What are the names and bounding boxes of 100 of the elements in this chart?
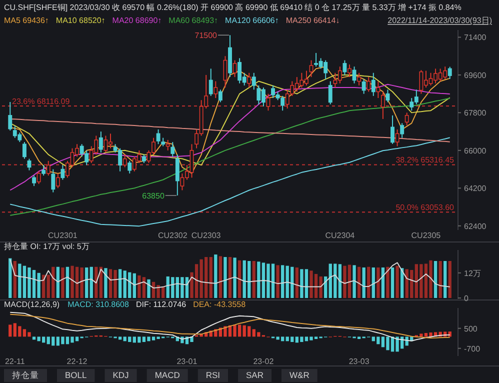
- y-tick-label: 64200: [464, 184, 487, 194]
- bar: [352, 265, 356, 298]
- y-tick-label: 67800: [464, 108, 487, 118]
- chart-title: MACD(12,26,9): [4, 300, 60, 309]
- bar: [233, 258, 236, 298]
- text: W&R: [290, 370, 310, 380]
- x-tick-label: CU2305: [411, 231, 442, 240]
- candlestick: [32, 175, 36, 187]
- bar: [218, 256, 222, 298]
- text: RSI: [206, 370, 220, 380]
- x-tick-label: CU2302: [158, 231, 188, 240]
- bar: [276, 265, 280, 298]
- candlestick: [98, 131, 103, 154]
- candlestick: [252, 72, 256, 90]
- candlestick: [214, 80, 218, 99]
- candlestick: [223, 56, 228, 88]
- text: SAR: [246, 370, 264, 380]
- x-tick-label: 23-03: [348, 357, 370, 366]
- candlestick: [390, 114, 394, 144]
- text: KDJ: [112, 370, 129, 380]
- bar: [295, 267, 298, 298]
- text: MA250 66414↓: [286, 16, 340, 25]
- bar: [396, 266, 399, 298]
- bar: [104, 268, 108, 298]
- bar: [357, 266, 361, 298]
- bar: [8, 324, 12, 337]
- candlestick: [395, 128, 400, 147]
- candlestick: [357, 72, 362, 86]
- bar: [381, 267, 385, 298]
- text: MA60 68493↑: [168, 16, 218, 25]
- bar: [118, 269, 122, 298]
- candlestick: [42, 164, 46, 176]
- bar: [214, 254, 218, 298]
- ref-line-label: 23.6% 68116.09: [12, 97, 70, 106]
- candlestick: [156, 128, 160, 145]
- bar: [238, 260, 242, 298]
- candlestick: [56, 172, 60, 189]
- x-tick-label: 23-01: [176, 357, 198, 366]
- bar: [85, 267, 88, 298]
- candlestick: [51, 168, 56, 193]
- y-tick-label: 71400: [464, 33, 487, 42]
- bar: [376, 267, 380, 298]
- candlestick: [448, 66, 452, 80]
- bar: [209, 257, 212, 298]
- candlestick: [247, 72, 252, 88]
- y-tick-label: 500: [464, 324, 478, 334]
- candlestick: [8, 102, 12, 131]
- x-tick-label: 22-12: [66, 357, 88, 366]
- candlestick: [175, 154, 180, 196]
- candlestick: [376, 80, 380, 99]
- y-tick-label: 12万: [464, 268, 481, 278]
- candlestick: [22, 142, 26, 160]
- bar: [147, 279, 150, 298]
- candlestick: [166, 139, 170, 151]
- bar: [252, 260, 256, 298]
- bar: [400, 268, 404, 298]
- bar: [56, 266, 60, 298]
- candlestick: [328, 80, 332, 105]
- bar: [228, 257, 232, 298]
- candlestick: [404, 112, 409, 126]
- candlestick: [380, 91, 385, 120]
- bar: [386, 266, 390, 298]
- candlestick: [348, 64, 352, 78]
- y-tick-label: 66000: [464, 146, 487, 156]
- text: MA5 69436↑: [4, 16, 49, 25]
- candlestick: [208, 68, 213, 96]
- series-label: DEA: -43.3558: [193, 300, 246, 309]
- bar: [434, 260, 438, 298]
- bar: [448, 260, 452, 298]
- ref-line-label: 50.0% 63053.60: [396, 203, 455, 212]
- chart-subtitle: 2022/11/14-2023/03/30(93日): [388, 16, 492, 25]
- candlestick: [46, 160, 50, 176]
- text: MA20 68690↑: [112, 16, 162, 25]
- text: BOLL: [65, 370, 88, 380]
- x-tick-label: 23-02: [253, 357, 274, 366]
- bar: [372, 267, 375, 298]
- candlestick: [266, 93, 270, 112]
- text: DIF: 112.0746: [136, 300, 187, 309]
- bar: [224, 257, 227, 298]
- candlestick: [366, 76, 371, 92]
- candlestick: [60, 164, 65, 180]
- y-tick-label: -700: [464, 344, 481, 354]
- y-tick-label: 69600: [464, 70, 487, 80]
- line-series: [10, 258, 450, 288]
- bar: [281, 265, 284, 298]
- text: MA10 68520↑: [56, 16, 106, 25]
- text: MACD: 310.8608: [68, 300, 130, 309]
- chart-title: 持仓量 OI: 17万 vol: 5万: [4, 242, 90, 251]
- bar: [367, 266, 370, 298]
- candlestick: [362, 78, 366, 94]
- bar: [8, 258, 12, 298]
- bar: [338, 264, 342, 298]
- bar: [438, 260, 442, 298]
- bar: [390, 267, 394, 298]
- candlestick: [36, 170, 41, 184]
- annotation: 63850: [142, 191, 165, 200]
- text: MA120 66606↑: [225, 16, 279, 25]
- x-tick-label: CU2301: [48, 231, 78, 240]
- y-tick-label: 62400: [464, 222, 487, 231]
- candlestick: [400, 122, 404, 138]
